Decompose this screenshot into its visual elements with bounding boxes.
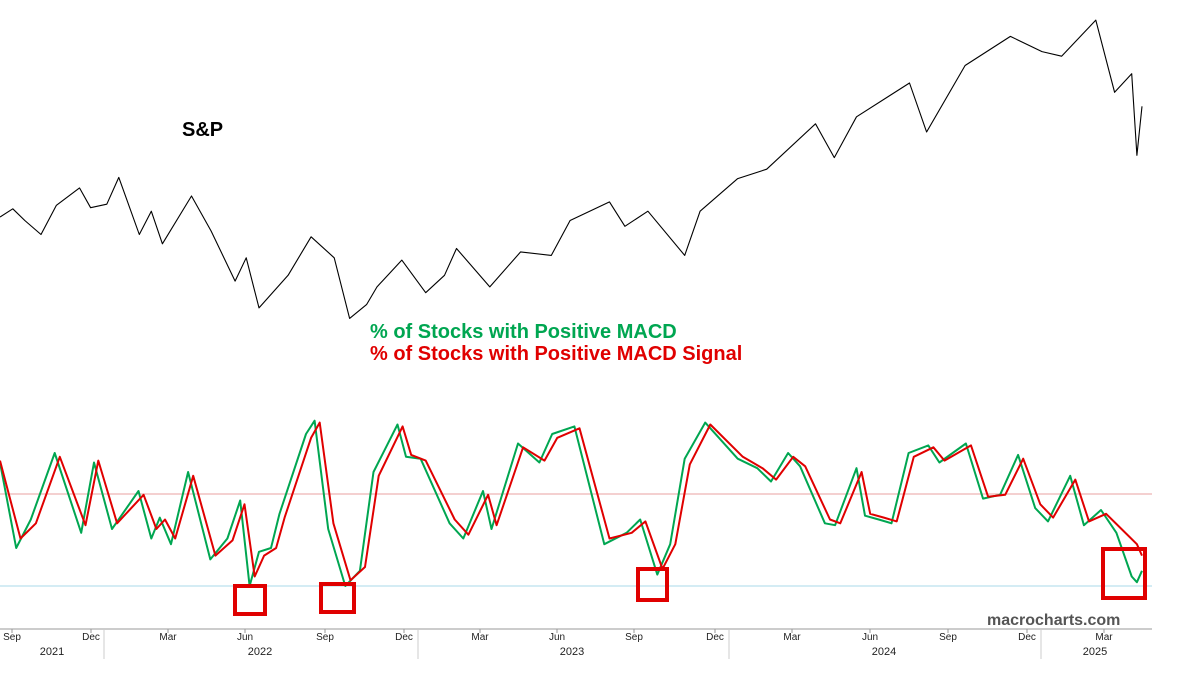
sp-price-series-group xyxy=(0,19,1143,319)
legend-positive-macd-signal: % of Stocks with Positive MACD Signal xyxy=(370,343,742,365)
macd-breadth-panel: % of Stocks with Positive MACD % of Stoc… xyxy=(0,321,1152,616)
month-tick-label: Mar xyxy=(471,632,489,643)
highlight-box xyxy=(1101,547,1147,600)
month-tick-label: Mar xyxy=(1095,632,1113,643)
month-tick-label: Dec xyxy=(82,632,100,643)
month-tick-label: Dec xyxy=(1018,632,1036,643)
month-tick-label: Sep xyxy=(939,632,957,643)
highlight-box xyxy=(233,584,267,616)
sp-price-panel: S&P xyxy=(0,19,1143,319)
highlight-box-group xyxy=(233,547,1147,616)
month-tick-label: Jun xyxy=(549,632,565,643)
month-tick-label: Sep xyxy=(316,632,334,643)
positive-macd-line xyxy=(0,419,1143,587)
year-tick-label: 2025 xyxy=(1083,646,1107,658)
legend-positive-macd: % of Stocks with Positive MACD xyxy=(370,321,677,343)
month-tick-label: Mar xyxy=(159,632,177,643)
month-tick-group: Sep Dec Mar Jun Sep Dec Mar Jun Sep Dec Mar Jun Sep D… xyxy=(3,629,1113,643)
year-tick-label: 2023 xyxy=(560,646,584,658)
sp-price-line xyxy=(0,19,1143,319)
month-tick-label: Dec xyxy=(395,632,413,643)
highlight-box xyxy=(636,567,669,602)
year-tick-label: 2022 xyxy=(248,646,272,658)
highlight-box xyxy=(319,582,356,614)
month-tick-label: Mar xyxy=(783,632,801,643)
month-tick-label: Jun xyxy=(862,632,878,643)
month-tick-label: Sep xyxy=(3,632,21,643)
month-tick-label: Sep xyxy=(625,632,643,643)
watermark: macrocharts.com xyxy=(987,612,1120,629)
sp-chart-title: S&P xyxy=(182,119,223,141)
year-tick-group: 2021 2022 2023 2024 2025 xyxy=(40,629,1107,659)
month-tick-label: Dec xyxy=(706,632,724,643)
macd-series-group xyxy=(0,419,1143,587)
year-tick-label: 2024 xyxy=(872,646,896,658)
month-tick-label: Jun xyxy=(237,632,253,643)
x-axis: Sep Dec Mar Jun Sep Dec Mar Jun Sep Dec Mar Jun Sep D… xyxy=(0,628,1152,659)
year-tick-label: 2021 xyxy=(40,646,64,658)
positive-macd-signal-line xyxy=(0,421,1143,582)
